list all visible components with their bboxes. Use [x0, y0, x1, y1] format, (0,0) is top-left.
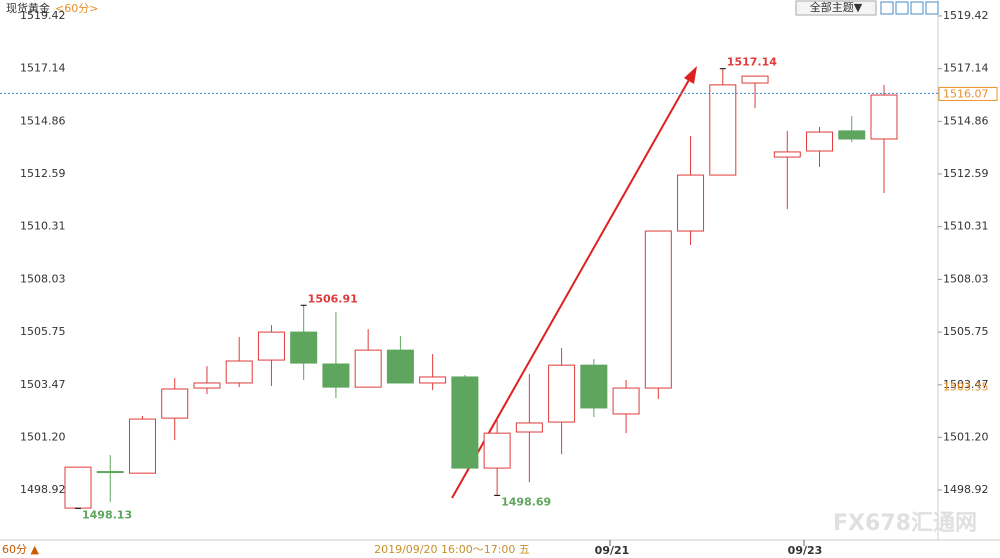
y-tick-label: 1503.47 — [20, 378, 66, 391]
date-label: 09/21 — [595, 544, 630, 557]
candle-body — [193, 382, 221, 389]
trend-arrow — [451, 77, 691, 499]
current-price-box — [938, 86, 998, 101]
candle-body — [386, 349, 414, 384]
y-tick-label-right: 1517.14 — [943, 62, 989, 75]
crosshair-time: 2019/09/20 16:00～17:00 五 — [374, 543, 530, 556]
period-footer: 60分 ▲ — [2, 543, 39, 556]
candle-body — [515, 422, 543, 433]
candle-body — [741, 75, 769, 84]
y-tick-label-right: 1512.59 — [943, 167, 989, 180]
candle-body — [838, 130, 866, 140]
y-tick-label: 1519.42 — [20, 9, 66, 22]
extreme-label: 1506.91 — [308, 292, 358, 305]
candle-body — [709, 84, 737, 176]
candle-body — [354, 349, 382, 388]
candle-body — [451, 376, 479, 469]
tool-icon[interactable] — [880, 1, 894, 15]
candle-body — [64, 466, 92, 509]
theme-button-label[interactable]: 全部主题▼ — [810, 0, 863, 14]
y-tick-label: 1512.59 — [20, 167, 66, 180]
candle-body — [96, 471, 124, 474]
y-tick-label-right: 1519.42 — [943, 9, 989, 22]
arrow-head — [684, 66, 697, 84]
candle-body — [257, 331, 285, 361]
y-tick-label: 1514.86 — [20, 114, 66, 127]
y-tick-label: 1510.31 — [20, 220, 66, 233]
y-tick-label-right: 1501.20 — [943, 430, 989, 443]
y-tick-label: 1501.20 — [20, 430, 66, 443]
y-tick-label-right: 1503.47 — [943, 378, 989, 391]
tool-icon[interactable] — [910, 1, 924, 15]
y-tick-label-right: 1510.31 — [943, 220, 989, 233]
date-label: 09/23 — [788, 544, 823, 557]
candle-body — [483, 432, 511, 469]
period: <60分> — [55, 2, 98, 15]
candle-body — [644, 230, 672, 389]
candle-body — [322, 363, 350, 388]
y-tick-label: 1508.03 — [20, 272, 66, 285]
candle-body — [419, 376, 447, 384]
watermark: FX678汇通网 — [833, 511, 977, 536]
y-tick-label: 1517.14 — [20, 62, 66, 75]
candle-body — [870, 94, 898, 140]
tool-icon[interactable] — [895, 1, 909, 15]
y-tick-label-right: 1498.92 — [943, 483, 989, 496]
theme-button[interactable] — [795, 0, 877, 16]
extreme-label: 1498.69 — [501, 495, 551, 508]
extreme-label: 1517.14 — [727, 56, 777, 69]
y-tick-label-right: 1514.86 — [943, 114, 989, 127]
toolbar — [880, 1, 939, 15]
current-price-label: 1516.07 — [943, 87, 989, 100]
y-tick-label-right: 1508.03 — [943, 272, 989, 285]
candle-body — [225, 360, 253, 384]
candle-body — [580, 364, 608, 409]
candle-body — [612, 387, 640, 415]
y-tick-label: 1498.92 — [20, 483, 66, 496]
candle-body — [290, 331, 318, 364]
candle-body — [548, 364, 576, 423]
chart-title: 现货黄金 — [6, 1, 50, 15]
right-marker-label: 1503.35 — [943, 381, 989, 394]
extreme-label: 1498.13 — [82, 508, 132, 521]
candle-body — [677, 174, 705, 232]
candle-body — [161, 388, 189, 419]
y-tick-label-right: 1505.75 — [943, 325, 989, 338]
y-tick-label: 1505.75 — [20, 325, 66, 338]
candle-body — [806, 131, 834, 152]
candle-body — [773, 151, 801, 158]
tool-icon[interactable] — [925, 1, 939, 15]
candle-body — [128, 418, 156, 474]
